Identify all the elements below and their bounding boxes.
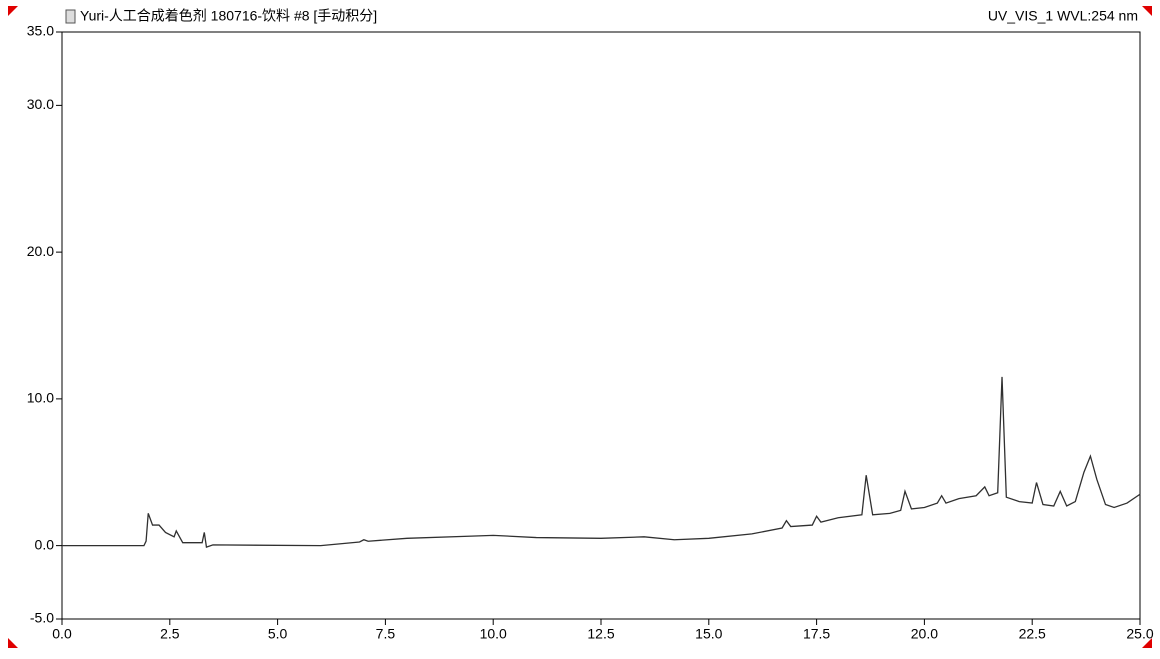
- icon: [65, 9, 76, 24]
- y-tick-label: 0.0: [35, 536, 55, 552]
- y-tick-label: -5.0: [30, 610, 54, 626]
- x-tick-label: 10.0: [480, 626, 507, 642]
- x-tick-label: 0.0: [52, 626, 72, 642]
- y-tick-label: 20.0: [27, 243, 54, 259]
- corner-marker: [8, 6, 18, 16]
- x-tick-label: 12.5: [587, 626, 614, 642]
- x-tick-label: 5.0: [268, 626, 288, 642]
- x-tick-label: 15.0: [695, 626, 722, 642]
- x-tick-label: 22.5: [1019, 626, 1046, 642]
- y-tick-label: 10.0: [27, 390, 54, 406]
- x-tick-label: 20.0: [911, 626, 938, 642]
- corner-marker: [1142, 6, 1152, 16]
- corner-marker: [1142, 638, 1152, 648]
- chart-subtitle: UV_VIS_1 WVL:254 nm: [988, 8, 1138, 24]
- y-tick-label: 30.0: [27, 96, 54, 112]
- chromatogram-line: [62, 376, 1141, 548]
- corner-marker: [8, 638, 18, 648]
- x-tick-label: 25.0: [1126, 626, 1153, 642]
- x-tick-label: 7.5: [376, 626, 396, 642]
- x-tick-label: 17.5: [803, 626, 830, 642]
- x-tick-label: 2.5: [160, 626, 180, 642]
- y-tick-label: 35.0: [27, 23, 54, 39]
- chart-title: Yuri-人工合成着色剂 180716-饮料 #8 [手动积分]: [80, 8, 377, 24]
